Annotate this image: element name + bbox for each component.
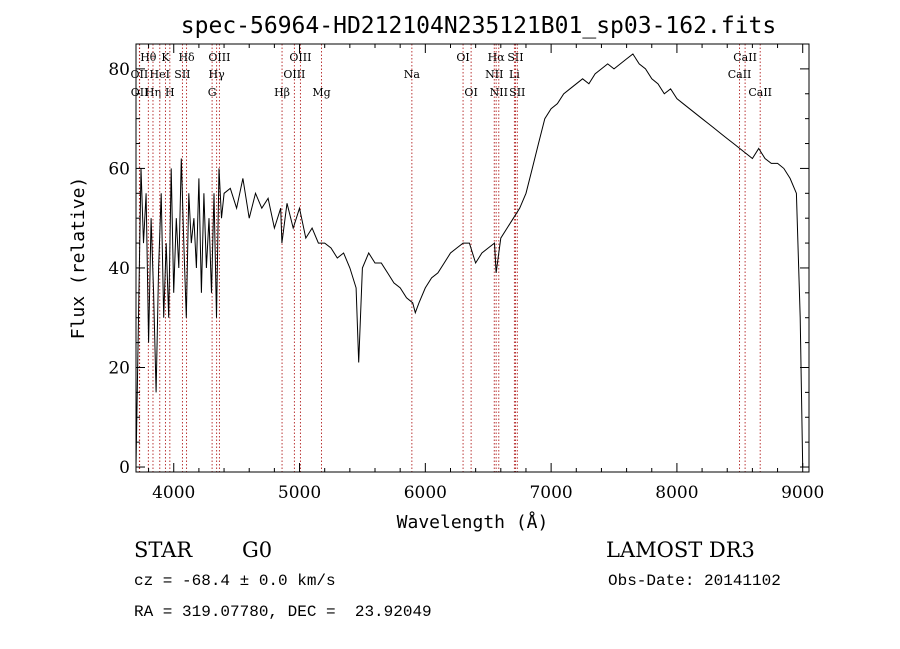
line-marker-label: Li — [509, 68, 520, 81]
redshift-label: cz = -68.4 ± 0.0 km/s — [134, 572, 336, 590]
line-marker-label: Na — [404, 68, 421, 81]
x-tick-label: 9000 — [781, 483, 824, 503]
y-tick-label: 0 — [119, 458, 130, 478]
line-marker-label: Hθ — [140, 51, 157, 64]
line-marker-label: OIII — [208, 51, 230, 64]
line-marker-label: OI — [464, 86, 477, 99]
x-axis-label: Wavelength (Å) — [397, 511, 549, 533]
line-marker-label: Hδ — [178, 51, 195, 64]
line-marker-label: Hβ — [274, 86, 290, 99]
line-marker-label: G — [208, 86, 217, 99]
line-marker-label: K — [161, 51, 170, 64]
line-marker-label: SII — [174, 68, 190, 81]
line-marker-label: OI — [456, 51, 469, 64]
line-marker-label: NII — [490, 86, 508, 99]
line-marker-label: CaII — [748, 86, 772, 99]
chart-title: spec-56964-HD212104N235121B01_sp03-162.f… — [181, 13, 776, 39]
line-marker-label: CaII — [728, 68, 752, 81]
y-tick-label: 20 — [108, 358, 130, 378]
obs-date-label: Obs-Date: 20141102 — [608, 572, 781, 590]
y-axis-label: Flux (relative) — [68, 177, 89, 340]
x-tick-label: 7000 — [529, 483, 572, 503]
line-marker-label: OII — [131, 68, 149, 81]
x-tick-label: 8000 — [655, 483, 698, 503]
line-marker-label: Hα — [488, 51, 506, 64]
x-tick-label: 6000 — [404, 483, 447, 503]
plot-frame — [135, 43, 810, 473]
line-marker-label: Mg — [312, 86, 330, 99]
line-marker-label: OIII — [289, 51, 311, 64]
line-marker-label: SII — [507, 51, 523, 64]
line-marker-label: Hγ — [209, 68, 226, 81]
line-marker-label: H — [165, 86, 175, 99]
y-tick-label: 40 — [108, 259, 130, 279]
spectral-class-label: G0 — [242, 538, 273, 562]
line-marker-label: CaII — [733, 51, 757, 64]
spectrum-line — [135, 53, 804, 468]
survey-label: LAMOST DR3 — [606, 538, 755, 562]
line-marker-label: OIII — [283, 68, 305, 81]
object-type-label: STAR — [134, 538, 193, 562]
y-tick-label: 60 — [108, 159, 130, 179]
line-marker-label: HeI — [150, 68, 170, 81]
x-tick-label: 5000 — [278, 483, 321, 503]
y-tick-label: 80 — [108, 60, 130, 80]
line-marker-label: OII — [131, 86, 149, 99]
line-marker-label: SII — [509, 86, 525, 99]
line-marker-label: NII — [485, 68, 503, 81]
coordinates-label: RA = 319.07780, DEC = 23.92049 — [134, 603, 432, 621]
line-marker-label: Hη — [145, 86, 161, 99]
x-tick-label: 4000 — [152, 483, 195, 503]
